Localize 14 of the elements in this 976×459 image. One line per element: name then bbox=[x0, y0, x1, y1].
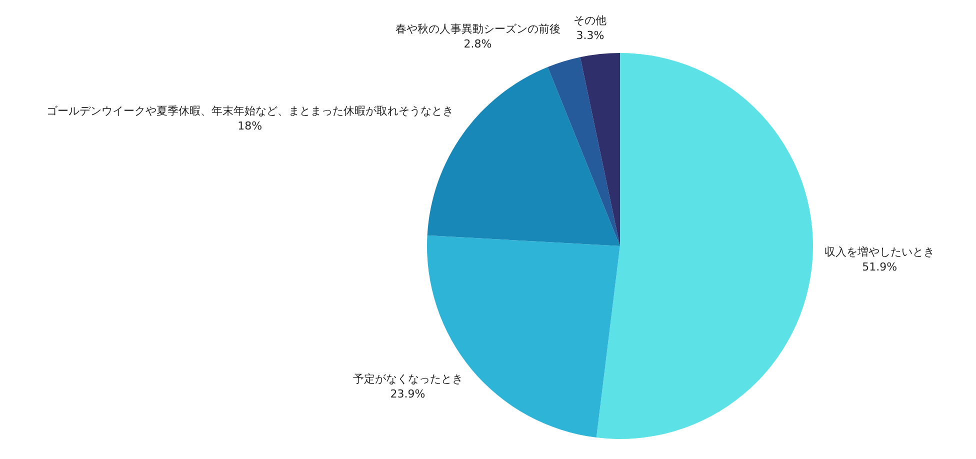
data-label: 2.8% bbox=[464, 38, 492, 50]
data-label: 3.3% bbox=[576, 29, 604, 42]
slice-label: ゴールデンウイークや夏季休暇、年末年始など、まとまった休暇が取れそうなとき bbox=[46, 104, 454, 118]
pie-slice bbox=[580, 53, 620, 246]
data-label: 18% bbox=[238, 120, 262, 133]
pie-slice bbox=[596, 53, 813, 439]
data-label: 23.9% bbox=[390, 388, 426, 401]
data-label: 51.9% bbox=[862, 260, 898, 274]
slice-label: 収入を増やしたいとき bbox=[824, 245, 935, 258]
slice-label: 春や秋の人事異動シーズンの前後 bbox=[395, 22, 560, 36]
pie-slice bbox=[427, 235, 620, 438]
slice-label: その他 bbox=[574, 14, 607, 28]
pie-slice bbox=[548, 57, 620, 246]
slice-label: 予定がなくなったとき bbox=[352, 372, 463, 386]
